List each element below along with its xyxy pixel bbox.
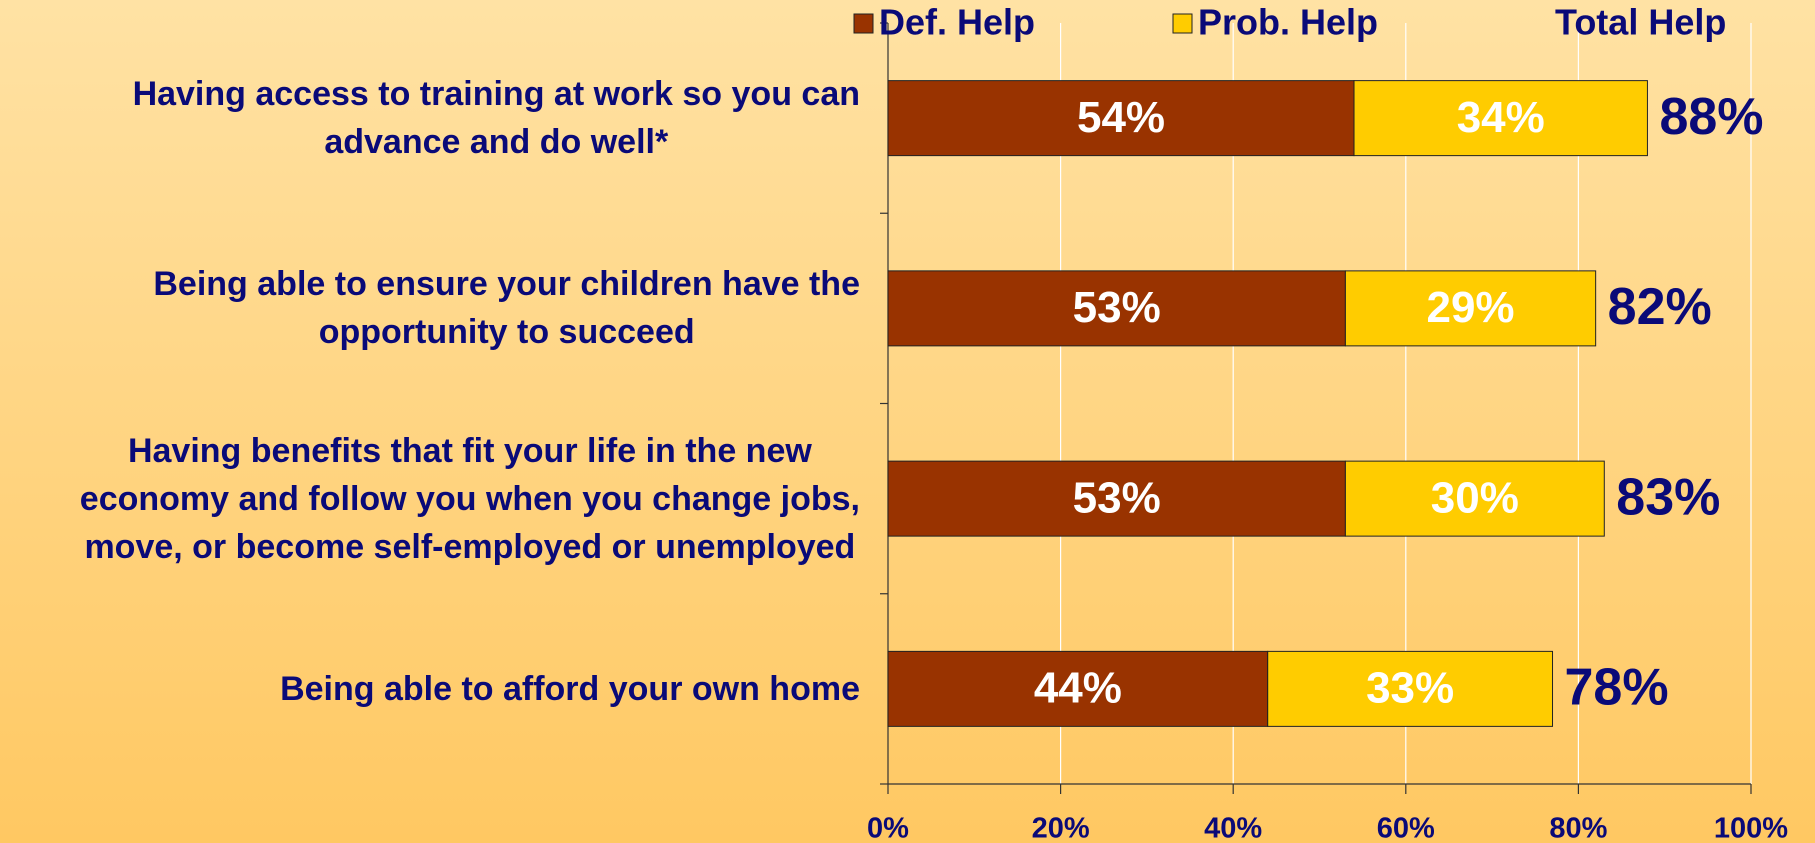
- bar-segment: [1353, 80, 1648, 157]
- value-label: 33%: [1366, 664, 1454, 713]
- value-label: 53%: [1073, 473, 1161, 522]
- legend-swatch: [1172, 13, 1193, 34]
- legend-label: Prob. Help: [1198, 2, 1378, 43]
- x-tick-label: 20%: [1032, 813, 1090, 843]
- x-tick-label: 100%: [1714, 813, 1788, 843]
- value-label: 29%: [1426, 283, 1514, 332]
- x-tick-label: 0%: [867, 813, 909, 843]
- category-label: Having access to training at work so you…: [133, 70, 860, 166]
- total-label: 78%: [1565, 659, 1669, 717]
- bar-segment: [1344, 460, 1605, 537]
- x-tick-label: 40%: [1204, 813, 1262, 843]
- category-label-text: Being able to ensure your children have …: [153, 265, 860, 352]
- category-label-text: Being able to afford your own home: [280, 669, 860, 708]
- legend-label: Def. Help: [879, 2, 1035, 43]
- bar-segment: [887, 80, 1355, 157]
- x-tick-label: 80%: [1549, 813, 1607, 843]
- category-label-text: Having access to training at work so you…: [132, 75, 860, 162]
- bar-segment: [1267, 650, 1554, 727]
- bar-segment: [887, 460, 1346, 537]
- category-label-text: Having benefits that fit your life in th…: [79, 431, 860, 566]
- value-label: 44%: [1034, 664, 1122, 713]
- total-label: 82%: [1608, 278, 1712, 336]
- category-label: Being able to ensure your children have …: [153, 260, 860, 356]
- value-label: 34%: [1457, 93, 1545, 142]
- x-tick-label: 60%: [1377, 813, 1435, 843]
- value-label: 53%: [1073, 283, 1161, 332]
- category-label: Having benefits that fit your life in th…: [80, 427, 860, 571]
- legend-label: Total Help: [1555, 2, 1726, 43]
- legend-swatch: [853, 13, 874, 34]
- value-label: 30%: [1431, 473, 1519, 522]
- bar-segment: [887, 650, 1269, 727]
- value-label: 54%: [1077, 93, 1165, 142]
- total-label: 83%: [1616, 468, 1720, 526]
- bar-segment: [1344, 270, 1597, 347]
- category-label: Being able to afford your own home: [280, 665, 860, 713]
- bar-segment: [887, 270, 1346, 347]
- total-label: 88%: [1659, 88, 1763, 146]
